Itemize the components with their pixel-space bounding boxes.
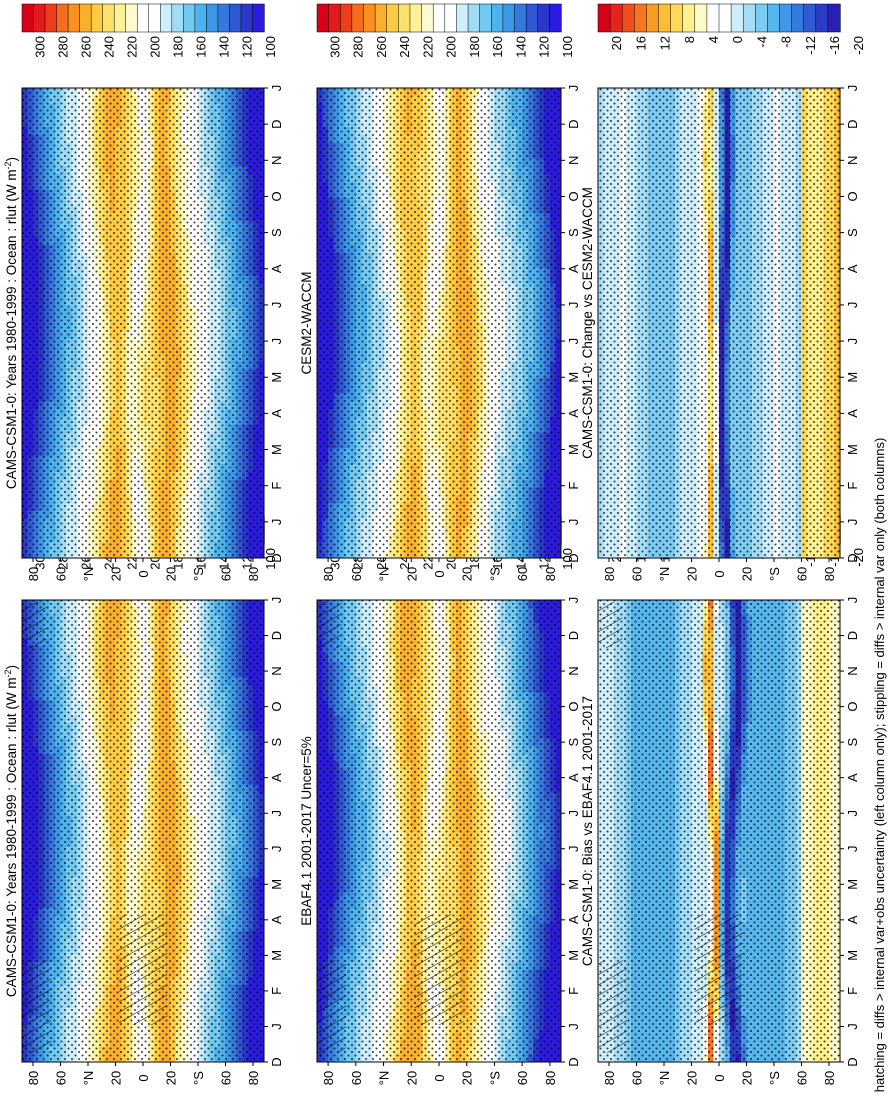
month-tick-label: J — [269, 810, 284, 817]
month-tick-label: D — [269, 631, 284, 640]
lat-tick-label: 0 — [136, 1074, 151, 1081]
colorbar-tick-label: 100 — [263, 548, 278, 570]
footnote: hatching = diffs > internal var+obs unce… — [872, 438, 887, 1093]
lat-tick-label: 80 — [246, 1071, 261, 1085]
lat-tick-label: °S — [191, 1071, 206, 1085]
lat-tick-label: 60 — [54, 1071, 69, 1085]
lat-tick-label: °N — [81, 1071, 96, 1086]
month-tick-label: M — [269, 950, 284, 961]
lat-tick-label: 60 — [219, 1071, 234, 1085]
month-tick-label: A — [269, 773, 284, 782]
month-tick-label: A — [269, 915, 284, 924]
month-tick-label: M — [269, 879, 284, 890]
month-tick-label: J — [269, 597, 284, 604]
month-tick-label: J — [269, 846, 284, 853]
lat-tick-label: 20 — [164, 1071, 179, 1085]
panel-top-left: 80 60 °N 20 0 20 °S 60 80 D J F M A M J J A S O N D J CAMS-CSM1… — [3, 515, 284, 1086]
heatmap-cells — [22, 88, 264, 558]
panels: 80 60 °N 20 0 20 °S 60 80 D J F M A M J J A S O N D J CAMS-CSM1… — [3, 3, 866, 1086]
lat-tick-label: 20 — [109, 1071, 124, 1085]
month-tick-label: O — [269, 702, 284, 712]
panel-top-right: 80 60 °N 20 0 20 °S 60 80DJFMAMJJASONDJCAMS-CSM1… — [3, 3, 284, 581]
panel-title: CAMS-CSM1-0: Years 1980-1999 : Ocean : r… — [3, 665, 19, 997]
month-tick-label: D — [269, 1057, 284, 1066]
month-tick-label: J — [269, 1023, 284, 1030]
lat-tick-label: 80 — [26, 1071, 41, 1085]
month-tick-label: F — [269, 987, 284, 995]
heatmap-cells — [22, 600, 264, 1062]
month-tick-label: N — [269, 666, 284, 675]
month-tick-label: S — [269, 737, 284, 746]
hatching-overlay — [22, 602, 168, 1053]
